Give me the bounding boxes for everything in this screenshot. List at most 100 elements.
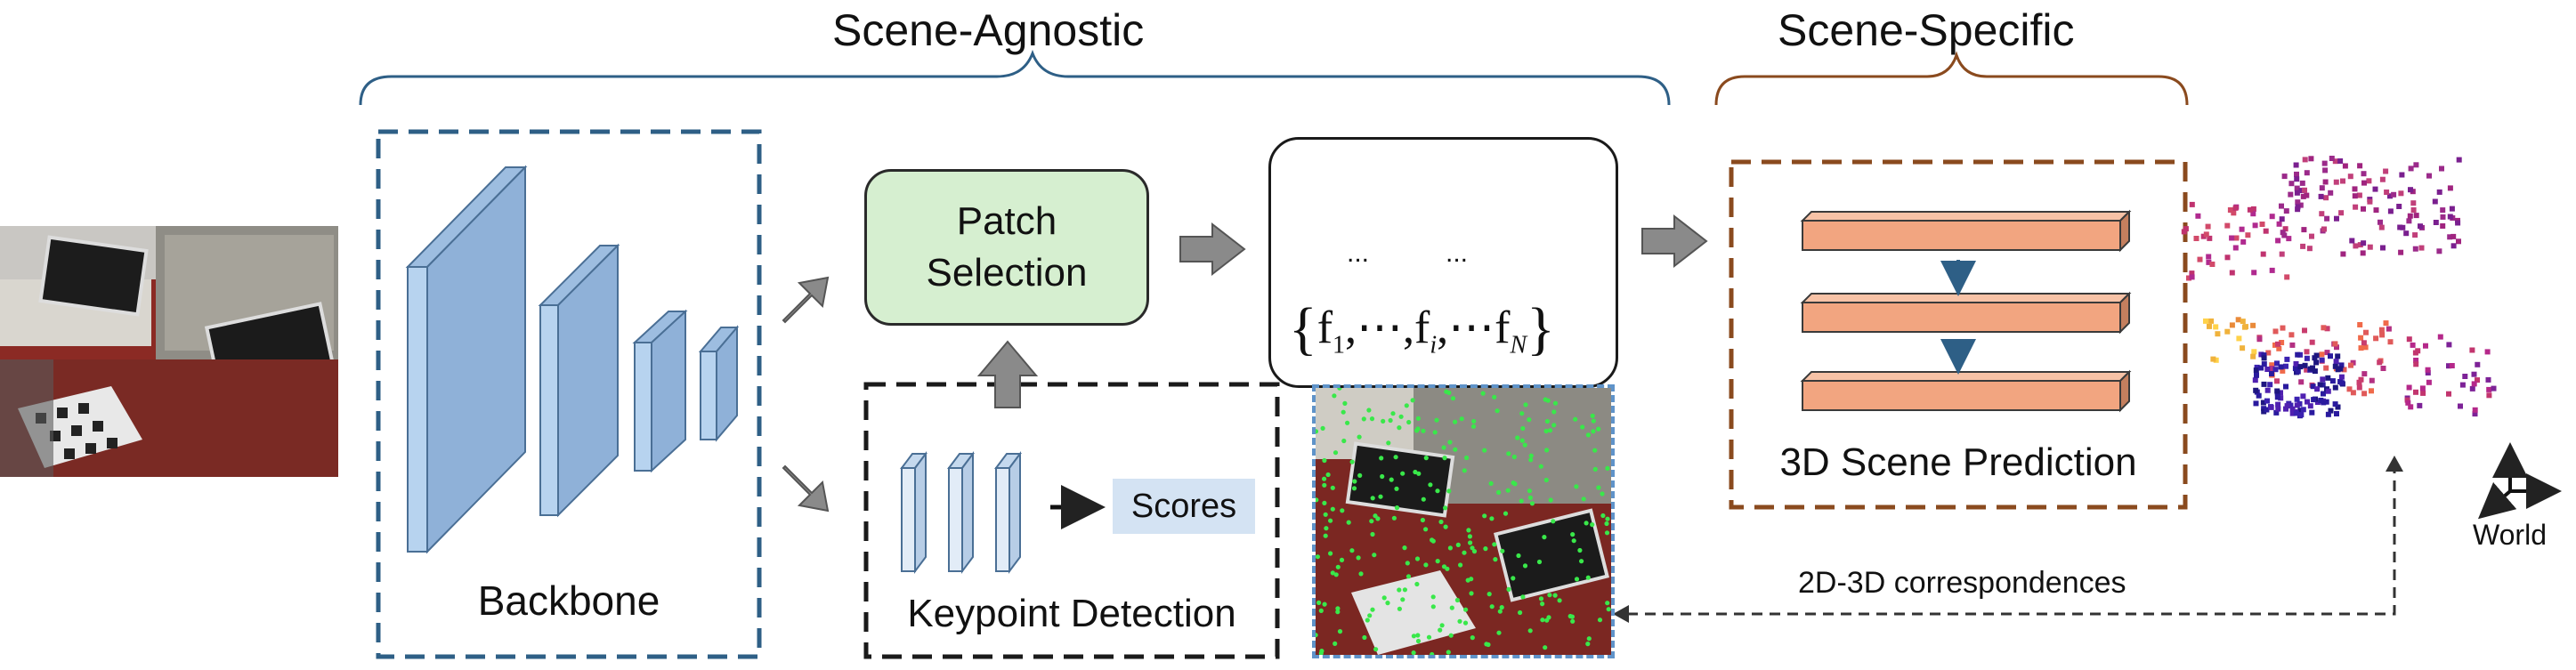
point-cloud-point [2329,378,2336,384]
point-cloud-point [2240,238,2247,245]
keypoint-dot [1552,400,1559,406]
keypoint-dot [1332,393,1337,399]
keypoint-dot [1322,482,1327,488]
point-cloud-point [2413,213,2419,219]
point-cloud-point [2269,267,2275,273]
point-cloud-point [2420,390,2426,396]
keypoint-dot [1483,546,1488,552]
keypoint-dot [1492,542,1497,547]
point-cloud-point [2305,399,2310,405]
point-cloud-point [2294,190,2300,196]
keypoint-dot [1574,484,1579,489]
point-cloud-point [2321,400,2327,406]
point-cloud-point [2328,408,2334,414]
point-cloud-point [2297,202,2304,208]
keypoint-dot [1357,434,1362,440]
keypoint-dot [1391,515,1397,521]
keypoint-dot [1342,400,1348,406]
point-cloud-point [2373,335,2379,342]
point-cloud-point [2240,345,2246,351]
point-cloud-point [2322,179,2329,185]
correspondence-arrowhead-up [2386,456,2403,472]
point-cloud-point [2272,328,2279,335]
point-cloud-point [2311,397,2317,403]
point-cloud-point [2309,233,2314,239]
point-cloud-point [2300,407,2306,413]
keypoint-dot [1540,601,1545,607]
point-cloud-point [2273,409,2280,416]
keypoint-dot [1495,408,1500,414]
point-cloud-point [2361,180,2367,186]
keypoint-dot [1349,548,1355,553]
point-cloud-point [2261,408,2267,415]
point-cloud-point [2356,379,2362,385]
point-cloud-point [2340,178,2345,184]
point-cloud-point [2458,403,2463,409]
point-cloud-point [2334,344,2339,351]
keypoint-dot [1430,538,1436,544]
point-cloud-point [2309,339,2315,345]
keypoint-dot [1542,535,1547,540]
keypoint-dot [1570,532,1576,537]
point-cloud-point [2383,168,2389,174]
point-cloud-point [2292,366,2298,372]
keypoint-dot [1505,488,1511,493]
keypoint-dot [1356,555,1361,561]
keypoint-dot [1322,500,1327,505]
point-cloud-point [2240,319,2246,325]
patch-selection-label-2: Selection [926,251,1088,295]
point-cloud-point [2332,401,2338,408]
point-cloud-point [2224,222,2231,229]
point-cloud-point [2294,176,2300,182]
point-cloud-point [2350,390,2356,396]
point-cloud-point [2275,401,2281,408]
scene-prediction-label: 3D Scene Prediction [1779,440,2137,484]
point-cloud-point [2314,400,2321,405]
keypoint-dot [1322,476,1327,481]
keypoint-dot [1579,559,1584,564]
keypoint-dot [1605,516,1610,521]
point-cloud-point [2279,340,2285,345]
point-cloud-point [2280,230,2286,236]
point-cloud-point [2252,377,2258,383]
point-cloud-point [2372,186,2378,192]
keypoint-dot [1421,496,1426,502]
point-cloud-point [2259,222,2265,227]
point-cloud-point [2348,362,2353,368]
keypoint-dot [1523,402,1528,408]
point-cloud-point [2288,181,2295,187]
keypoint-dot [1522,563,1528,569]
keypoint-dot [1323,533,1328,538]
point-cloud-point [2281,232,2288,238]
keypoint-dot [1380,473,1385,480]
point-cloud-point [2298,188,2305,194]
point-cloud-point [2436,248,2442,254]
keypoint-dot [1320,425,1325,431]
point-cloud-point [2250,353,2256,359]
point-cloud-point [2278,390,2283,396]
keypoint-dot [1529,501,1535,506]
keypoint-dot [1370,607,1375,612]
point-cloud-point [2399,172,2405,178]
point-cloud-point [2321,325,2327,331]
point-cloud-point [2406,218,2412,224]
keypoint-dot [1590,522,1595,528]
point-cloud-point [2297,408,2304,414]
point-cloud-point [2332,158,2338,165]
keypoint-dot [1333,641,1338,646]
keypoint-dot [1571,538,1576,544]
point-cloud-point [2449,206,2455,212]
keypoint-dot [1527,488,1532,494]
point-cloud-point [2281,174,2288,180]
point-cloud-point [2301,227,2307,233]
point-cloud-point [2295,351,2301,358]
point-cloud-point [2278,395,2284,401]
keypoint-dot [1340,508,1345,513]
point-cloud-point [2231,210,2237,216]
keypoint-dot [1586,636,1592,642]
keypoint-dot [1465,577,1470,583]
point-cloud-point [2405,400,2411,406]
point-cloud-point [2275,341,2280,347]
keypoint-dot [1458,562,1463,568]
point-cloud-point [2439,165,2444,172]
